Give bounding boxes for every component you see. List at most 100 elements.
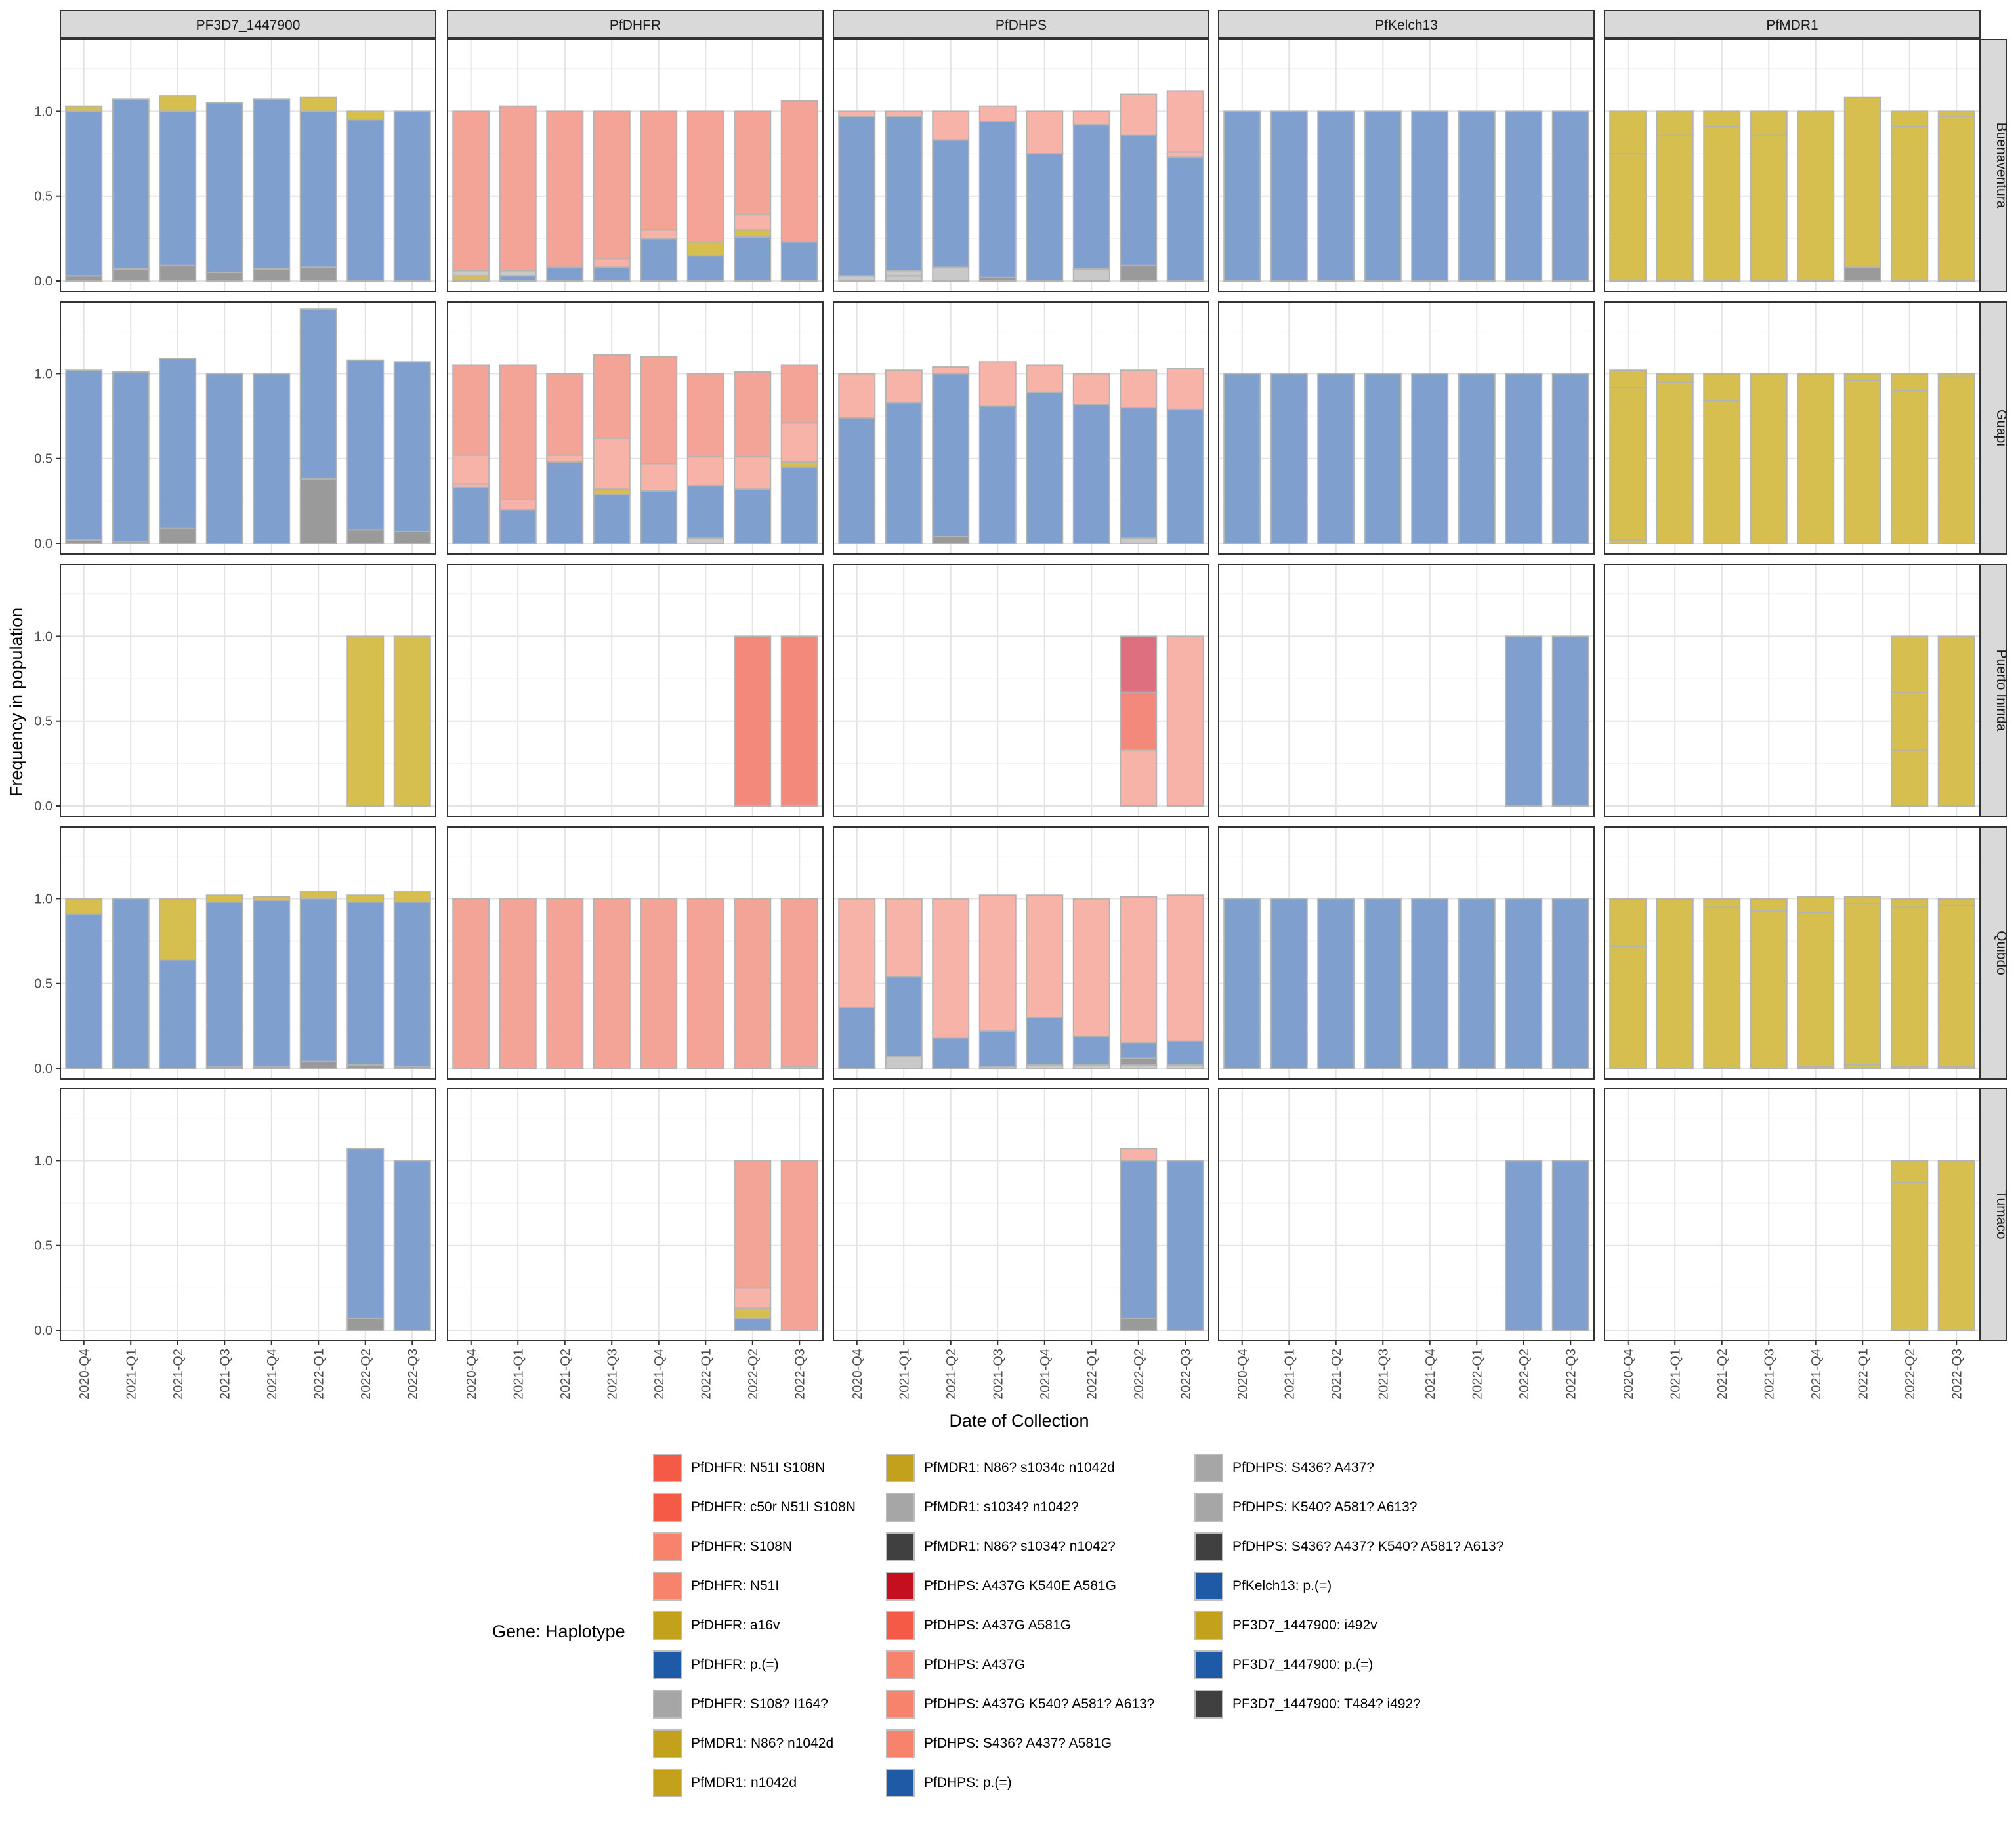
y-tick-label: 0.0 (34, 274, 52, 289)
bar-segment (1026, 364, 1064, 393)
bar-segment (1703, 110, 1741, 127)
bar-segment (978, 105, 1017, 122)
bar-segment (393, 891, 431, 903)
panel-border (1604, 301, 1981, 555)
bar-segment (1891, 373, 1929, 392)
bar-segment (1656, 381, 1694, 544)
bar-segment (1609, 387, 1647, 541)
panel (1218, 39, 1595, 292)
bar-segment (299, 898, 337, 1062)
bar-segment (1551, 898, 1589, 1070)
bar-segment (1166, 151, 1204, 158)
panel-border (1604, 826, 1981, 1080)
bar-segment (885, 1055, 923, 1070)
panel-border (1604, 39, 1981, 292)
panel-border (1604, 1088, 1981, 1341)
bar-segment (838, 116, 876, 277)
legend-key (886, 1572, 915, 1601)
bar-segment (1072, 110, 1110, 126)
bar-segment (393, 361, 431, 532)
column-strip-label: PfDHFR (610, 18, 661, 33)
bar-segment (299, 110, 337, 268)
panel-border (833, 1088, 1209, 1341)
panel (447, 301, 824, 555)
x-tick-label: 2021-Q3 (1762, 1349, 1776, 1400)
bar-segment (1120, 749, 1158, 807)
row-strip (1976, 301, 2007, 555)
bar-segment (1026, 153, 1064, 282)
bar-segment (1166, 894, 1204, 1042)
bar-segment (734, 635, 772, 807)
bar-segment (640, 356, 678, 465)
panel-border (1218, 826, 1595, 1080)
panel: 2020-Q4 2021-Q1 2021-Q2 2021-Q3 2021-Q4 2022-… (1218, 1088, 1595, 1400)
bar-segment (1609, 898, 1647, 947)
row-strip (1976, 1088, 2007, 1341)
bar-segment (1120, 1317, 1158, 1332)
bar-segment (1270, 898, 1308, 1070)
panel-border (447, 564, 824, 817)
legend-key (1194, 1493, 1223, 1522)
bar-segment (1120, 1160, 1158, 1319)
bar-segment (1656, 110, 1694, 136)
bar-segment (593, 110, 631, 260)
legend-item: PfDHFR: p.(=) (653, 1650, 779, 1679)
bar-segment (978, 894, 1017, 1032)
legend-item: PfMDR1: s1034? n1042? (886, 1493, 1079, 1522)
legend-label: PfDHFR: S108? I164? (691, 1696, 828, 1712)
bar-segment (932, 373, 970, 537)
bar-segment (978, 1030, 1017, 1068)
bar-segment (593, 354, 631, 439)
row-strip-label: Guapi (1994, 410, 2009, 446)
bar-segment (640, 898, 678, 1070)
panel: 0.0 0.5 1.0 2020-Q4 2021-Q1 2021-Q2 2021-Q3 202… (34, 1088, 436, 1400)
bar-segment (838, 417, 876, 545)
legend-item: PfMDR1: N86? s1034c n1042d (886, 1454, 1115, 1482)
legend-label: PfDHFR: N51I (691, 1578, 780, 1593)
bar-segment (686, 898, 724, 1070)
bar-segment (1891, 1182, 1929, 1331)
bar-segment (1505, 635, 1543, 807)
bar-segment (1797, 912, 1835, 1068)
column-strip (447, 10, 824, 39)
x-tick-label: 2021-Q3 (218, 1349, 232, 1400)
bar-segment (159, 95, 197, 112)
bar-segment (1120, 1057, 1158, 1066)
legend-key (1194, 1532, 1223, 1561)
legend-key (1194, 1454, 1223, 1482)
bar-segment (1551, 373, 1589, 545)
legend-label: PfDHFR: a16v (691, 1618, 780, 1633)
bar-segment (1656, 898, 1694, 1070)
bar-segment (546, 898, 584, 1070)
x-tick-label: 2022-Q1 (312, 1349, 326, 1400)
panel (833, 39, 1209, 292)
y-tick-label: 0.0 (34, 1062, 52, 1076)
bar-segment (1703, 906, 1741, 1070)
bar-segment (1072, 898, 1110, 1037)
x-tick-label: 2021-Q4 (652, 1349, 667, 1400)
x-tick-label: 2020-Q4 (1622, 1349, 1636, 1400)
panel (1604, 564, 1981, 817)
bar-segment (780, 364, 818, 424)
bar-segment (1120, 264, 1158, 282)
y-tick-label: 1.0 (34, 104, 52, 119)
bar-segment (1120, 537, 1158, 545)
bar-segment (159, 358, 197, 529)
bar-segment (932, 536, 970, 545)
bar-segment (1937, 110, 1975, 117)
bar-segment (1223, 898, 1261, 1070)
bar-segment (838, 1006, 876, 1070)
x-tick-label: 2021-Q4 (265, 1349, 280, 1400)
bar-segment (593, 488, 631, 495)
bar-segment (499, 105, 537, 272)
bar-segment (1843, 896, 1881, 905)
panel-border (447, 39, 824, 292)
bar-segment (346, 110, 385, 121)
x-tick-label: 2021-Q1 (897, 1349, 912, 1400)
legend-label: PfKelch13: p.(=) (1232, 1578, 1332, 1593)
y-tick-label: 1.0 (34, 892, 52, 906)
bar-segment (1937, 1160, 1975, 1332)
x-axis-title: Date of Collection (949, 1411, 1089, 1431)
bar-segment (346, 894, 385, 903)
y-tick-label: 1.0 (34, 629, 52, 644)
